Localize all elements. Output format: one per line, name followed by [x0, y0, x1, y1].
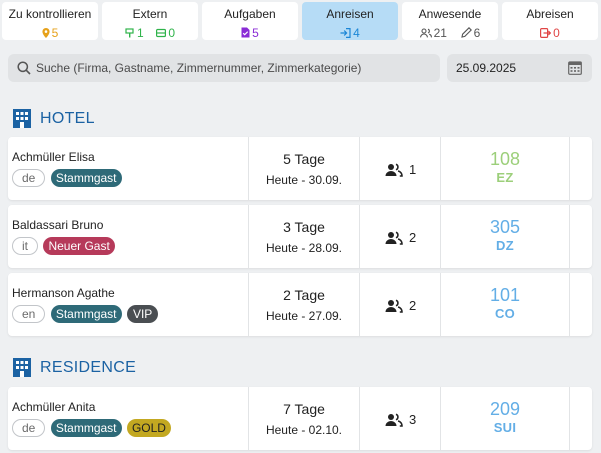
logout-icon — [540, 27, 552, 38]
tab-label: Abreisen — [526, 7, 574, 21]
login-icon — [340, 27, 351, 38]
room-category: CO — [494, 306, 516, 321]
stay-range: Heute - 28.09. — [265, 241, 343, 255]
tab-label: Aufgaben — [224, 7, 276, 21]
pencil-icon — [460, 27, 472, 39]
search-bar — [8, 54, 440, 82]
language-badge: de — [12, 169, 46, 187]
date-value: 25.09.2025 — [456, 61, 517, 75]
building-icon — [13, 109, 31, 128]
guest-count: 2 — [409, 298, 417, 314]
room-category: DZ — [496, 238, 514, 253]
room-category: EZ — [496, 170, 514, 185]
room-number: 209 — [489, 399, 521, 419]
tab-count-a: 21 — [433, 25, 447, 40]
stay-length: 5 Tage — [283, 151, 325, 167]
language-badge: de — [12, 419, 46, 437]
tab-anwesende[interactable]: Anwesende 21 6 — [402, 2, 498, 40]
tab-zu-kontrollieren[interactable]: Zu kontrollieren 5 — [2, 2, 98, 40]
guests-icon — [385, 231, 403, 245]
stay-length: 2 Tage — [283, 287, 325, 303]
guest-type-badge: Stammgast — [50, 305, 122, 323]
tab-count: 4 — [353, 25, 360, 40]
gold-badge: GOLD — [126, 419, 171, 437]
tab-label: Anwesende — [418, 7, 482, 21]
guest-name: Hermanson Agathe — [12, 286, 115, 300]
arrival-card[interactable]: Baldassari Bruno it Neuer Gast 3 Tage He… — [8, 205, 592, 268]
guests-icon — [385, 413, 403, 427]
tab-anreisen[interactable]: Anreisen 4 — [302, 2, 398, 40]
tab-abreisen[interactable]: Abreisen 0 — [502, 2, 598, 40]
pin-icon — [42, 27, 50, 38]
task-icon — [241, 27, 250, 38]
broom-icon — [125, 28, 134, 38]
room-category: SUI — [493, 420, 517, 435]
room-number: 108 — [489, 149, 521, 169]
guest-type-badge: Stammgast — [50, 169, 122, 187]
tab-extern[interactable]: Extern 1 0 — [102, 2, 198, 40]
tab-label: Extern — [132, 7, 168, 21]
section-title: RESIDENCE — [40, 359, 137, 376]
guest-name: Achmüller Elisa — [12, 150, 95, 164]
bed-icon — [156, 28, 167, 37]
search-input[interactable] — [36, 58, 426, 78]
tab-count-b: 0 — [168, 25, 176, 40]
search-icon — [17, 61, 31, 75]
arrival-card[interactable]: Hermanson Agathe en Stammgast VIP 2 Tage… — [8, 273, 592, 336]
guests-icon — [385, 163, 403, 177]
stay-range: Heute - 30.09. — [265, 173, 343, 187]
calendar-icon[interactable] — [568, 60, 582, 75]
tab-count-b: 6 — [473, 25, 481, 40]
stay-length: 7 Tage — [283, 401, 325, 417]
guest-count: 1 — [409, 162, 417, 178]
arrival-card[interactable]: Achmüller Anita de Stammgast GOLD 7 Tage… — [8, 387, 592, 450]
tab-count: 0 — [553, 25, 560, 40]
guest-count: 3 — [409, 412, 417, 428]
guest-name: Achmüller Anita — [12, 400, 96, 414]
tab-count-a: 1 — [136, 25, 144, 40]
building-icon — [13, 358, 31, 377]
tab-count: 5 — [51, 25, 59, 40]
guest-type-badge: Stammgast — [50, 419, 122, 437]
arrival-card[interactable]: Achmüller Elisa de Stammgast 5 Tage Heut… — [8, 137, 592, 200]
section-title: HOTEL — [40, 110, 95, 127]
stay-range: Heute - 02.10. — [265, 423, 343, 437]
guests-icon — [419, 28, 432, 38]
stay-length: 3 Tage — [283, 219, 325, 235]
tab-aufgaben[interactable]: Aufgaben 5 — [202, 2, 298, 40]
guests-icon — [385, 299, 403, 313]
room-number: 305 — [489, 217, 521, 237]
vip-badge: VIP — [126, 305, 159, 323]
guest-count: 2 — [409, 230, 417, 246]
tab-count: 5 — [252, 25, 259, 40]
tab-label: Anreisen — [326, 7, 374, 21]
guest-type-badge: Neuer Gast — [43, 237, 115, 255]
language-badge: it — [12, 237, 38, 255]
guest-name: Baldassari Bruno — [12, 218, 104, 232]
status-tabs: Zu kontrollieren 5 Extern 1 0 Aufgaben 5… — [0, 0, 601, 42]
stay-range: Heute - 27.09. — [265, 309, 343, 323]
language-badge: en — [12, 305, 46, 323]
room-number: 101 — [489, 285, 521, 305]
date-picker[interactable]: 25.09.2025 — [447, 54, 592, 82]
tab-label: Zu kontrollieren — [8, 7, 92, 21]
